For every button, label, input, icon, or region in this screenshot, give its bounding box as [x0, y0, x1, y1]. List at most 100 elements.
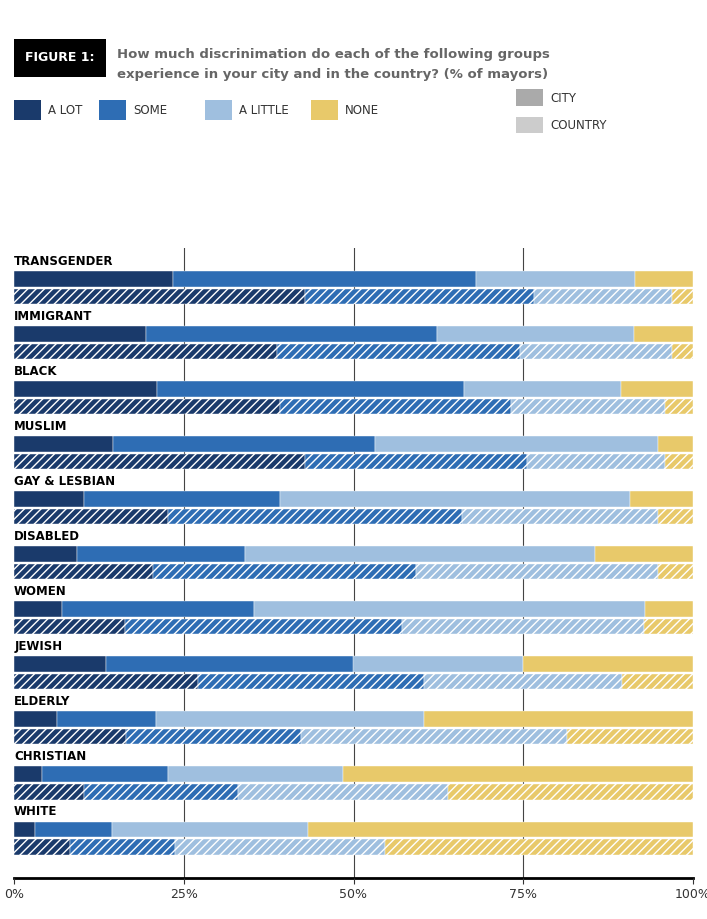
Bar [448, 784, 693, 800]
Bar [424, 711, 693, 727]
Bar [146, 326, 438, 342]
Text: COUNTRY: COUNTRY [550, 119, 607, 132]
Bar [645, 601, 693, 617]
Bar [658, 509, 693, 525]
Bar [672, 289, 693, 304]
Bar [14, 564, 153, 579]
Bar [385, 839, 693, 855]
Bar [35, 822, 112, 837]
Bar [14, 509, 168, 525]
Bar [113, 437, 375, 452]
Bar [634, 326, 693, 342]
Bar [14, 729, 126, 744]
Bar [14, 381, 157, 397]
Bar [534, 289, 672, 304]
Text: experience in your city and in the country? (% of mayors): experience in your city and in the count… [117, 68, 548, 81]
Bar [70, 839, 175, 855]
Bar [14, 784, 84, 800]
Text: MUSLIM: MUSLIM [14, 420, 68, 433]
Bar [477, 271, 635, 287]
Bar [168, 509, 462, 525]
Bar [665, 454, 693, 470]
Text: DISABLED: DISABLED [14, 529, 80, 543]
Text: ELDERLY: ELDERLY [14, 695, 71, 708]
Bar [14, 822, 35, 837]
Bar [153, 564, 416, 579]
Bar [567, 729, 693, 744]
Text: NONE: NONE [345, 104, 379, 117]
Bar [308, 822, 693, 837]
Bar [14, 601, 62, 617]
Bar [630, 492, 693, 506]
Bar [658, 437, 693, 452]
Bar [77, 547, 245, 562]
Bar [343, 766, 693, 782]
Bar [305, 454, 527, 470]
Bar [14, 454, 305, 470]
Bar [523, 656, 693, 672]
Bar [84, 492, 280, 506]
Bar [595, 547, 693, 562]
Text: A LOT: A LOT [48, 104, 83, 117]
Bar [527, 454, 665, 470]
Bar [658, 564, 693, 579]
Text: BLACK: BLACK [14, 365, 58, 378]
Text: GAY & LESBIAN: GAY & LESBIAN [14, 475, 115, 488]
Bar [57, 711, 156, 727]
Bar [112, 822, 308, 837]
Bar [198, 674, 424, 689]
Text: TRANSGENDER: TRANSGENDER [14, 255, 114, 267]
Bar [520, 344, 672, 359]
Bar [175, 839, 385, 855]
Bar [277, 344, 520, 359]
Bar [14, 839, 70, 855]
Bar [14, 437, 113, 452]
Bar [621, 381, 693, 397]
Bar [424, 674, 622, 689]
Bar [14, 656, 106, 672]
Bar [126, 729, 301, 744]
Bar [416, 564, 658, 579]
Text: SOME: SOME [133, 104, 167, 117]
Bar [125, 619, 402, 634]
Bar [14, 399, 280, 414]
Bar [301, 729, 567, 744]
Text: IMMIGRANT: IMMIGRANT [14, 310, 93, 323]
Bar [14, 674, 198, 689]
Text: CITY: CITY [550, 92, 576, 105]
Bar [354, 656, 523, 672]
Bar [14, 271, 173, 287]
Bar [238, 784, 448, 800]
Bar [106, 656, 354, 672]
Text: WOMEN: WOMEN [14, 584, 67, 597]
Text: FIGURE 1:: FIGURE 1: [25, 51, 95, 64]
Bar [14, 344, 277, 359]
Bar [84, 784, 238, 800]
Text: WHITE: WHITE [14, 805, 57, 818]
Bar [245, 547, 595, 562]
Bar [280, 492, 630, 506]
Bar [14, 492, 84, 506]
Bar [14, 619, 125, 634]
Bar [438, 326, 634, 342]
Bar [42, 766, 168, 782]
Bar [635, 271, 693, 287]
Bar [14, 326, 146, 342]
Bar [644, 619, 693, 634]
Text: CHRISTIAN: CHRISTIAN [14, 750, 86, 763]
Text: JEWISH: JEWISH [14, 640, 62, 652]
Bar [156, 711, 424, 727]
Text: A LITTLE: A LITTLE [239, 104, 288, 117]
Bar [672, 344, 693, 359]
Bar [622, 674, 693, 689]
Bar [14, 547, 77, 562]
Text: How much discrinimation do each of the following groups: How much discrinimation do each of the f… [117, 48, 549, 61]
Bar [62, 601, 254, 617]
Bar [280, 399, 511, 414]
Bar [14, 289, 305, 304]
Bar [665, 399, 693, 414]
Bar [168, 766, 343, 782]
Bar [511, 399, 665, 414]
Bar [305, 289, 534, 304]
Bar [14, 711, 57, 727]
